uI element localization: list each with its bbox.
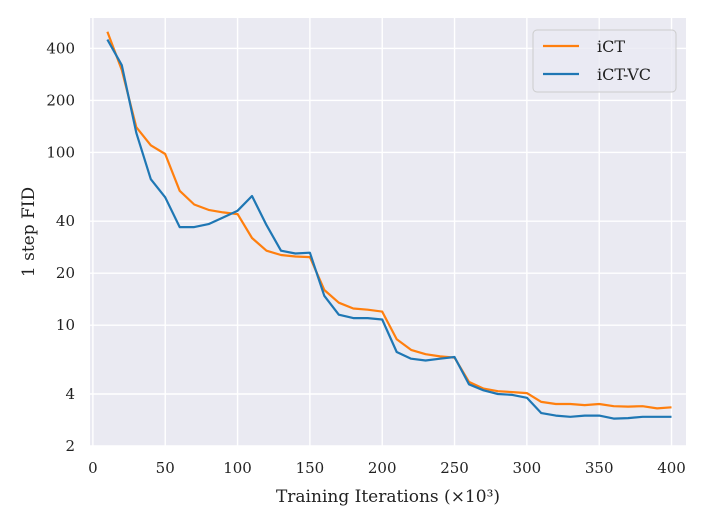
x-tick-label: 250 bbox=[440, 459, 469, 477]
x-tick-label: 400 bbox=[657, 459, 686, 477]
y-tick-label: 40 bbox=[56, 212, 75, 230]
series-line-ict bbox=[106, 31, 672, 410]
x-tick-label: 50 bbox=[156, 459, 175, 477]
x-tick-label: 200 bbox=[368, 459, 397, 477]
y-tick-label: 20 bbox=[56, 264, 75, 282]
y-tick-labels: 2 4 10 20 40 100 200 400 bbox=[46, 39, 75, 455]
series-lines bbox=[106, 31, 672, 420]
y-tick-label: 400 bbox=[46, 39, 75, 57]
series-line-ict-vc bbox=[106, 39, 672, 420]
x-tick-label: 150 bbox=[296, 459, 325, 477]
x-axis-label: Training Iterations (×10³) bbox=[276, 487, 500, 507]
y-tick-label: 200 bbox=[46, 91, 75, 109]
x-tick-labels: 0 50 100 150 200 250 300 350 400 bbox=[88, 459, 686, 477]
y-tick-label: 4 bbox=[65, 385, 75, 403]
x-tick-label: 100 bbox=[223, 459, 252, 477]
y-tick-label: 10 bbox=[56, 316, 75, 334]
x-tick-label: 350 bbox=[585, 459, 614, 477]
x-tick-label: 0 bbox=[88, 459, 98, 477]
legend-label-ict-vc: iCT-VC bbox=[597, 65, 651, 84]
legend-label-ict: iCT bbox=[597, 37, 625, 56]
y-tick-label: 100 bbox=[46, 143, 75, 161]
y-axis-label: 1 step FID bbox=[19, 187, 39, 277]
y-tick-label: 2 bbox=[65, 437, 75, 455]
legend: iCT iCT-VC bbox=[532, 29, 677, 93]
x-tick-label: 300 bbox=[513, 459, 542, 477]
